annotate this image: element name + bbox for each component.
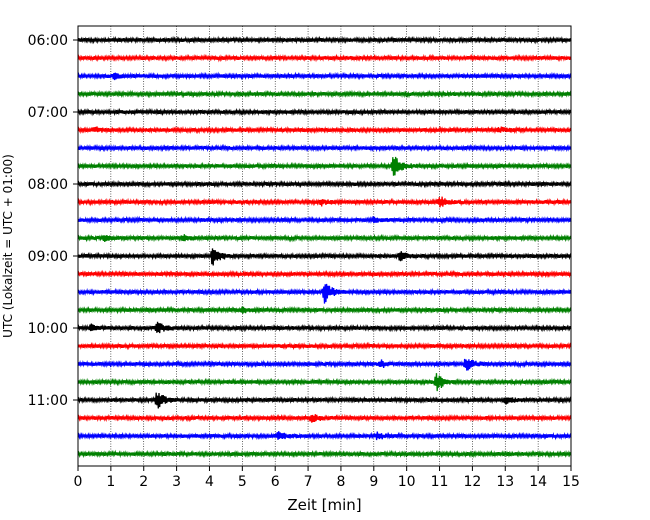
- trace-0830: [77, 215, 572, 225]
- trace-0700: [77, 107, 572, 117]
- x-tick-label: 4: [205, 474, 214, 490]
- x-tick-label: 13: [496, 474, 514, 490]
- x-tick-label: 12: [463, 474, 481, 490]
- x-tick-label: 7: [304, 474, 313, 490]
- x-tick-label: 10: [398, 474, 416, 490]
- trace-0845: [77, 233, 572, 243]
- trace-0900: [77, 248, 572, 266]
- trace-0630: [77, 71, 572, 81]
- y-tick-label: 10:00: [28, 321, 68, 337]
- x-tick-label: 5: [238, 474, 247, 490]
- x-tick-label: 11: [431, 474, 449, 490]
- x-axis-ticks: 0 1 2 3 4 5 6 7 8 9 10 11 12 13 14 15: [74, 466, 580, 490]
- x-tick-label: 8: [336, 474, 345, 490]
- x-tick-label: 9: [369, 474, 378, 490]
- x-tick-label: 0: [74, 474, 83, 490]
- trace-1000: [77, 321, 572, 334]
- trace-1145: [77, 449, 572, 459]
- trace-0800: [77, 179, 572, 189]
- trace-0600: [77, 35, 572, 45]
- y-tick-label: 07:00: [28, 105, 68, 121]
- trace-0715: [77, 125, 572, 135]
- trace-0730: [77, 143, 572, 153]
- y-tick-label: 08:00: [28, 177, 68, 193]
- seismic-traces: [77, 35, 572, 459]
- trace-0945: [77, 305, 572, 315]
- x-tick-label: 6: [271, 474, 280, 490]
- trace-0645: [77, 89, 572, 99]
- trace-0930: [77, 283, 572, 304]
- x-tick-label: 1: [106, 474, 115, 490]
- trace-0745: [77, 156, 572, 176]
- trace-1115: [77, 413, 572, 423]
- trace-0615: [77, 53, 572, 63]
- y-tick-label: 06:00: [28, 33, 68, 49]
- trace-1030: [77, 358, 572, 371]
- y-tick-label: 09:00: [28, 249, 68, 265]
- x-tick-label: 15: [562, 474, 580, 490]
- trace-1100: [77, 392, 572, 409]
- y-tick-label: 11:00: [28, 393, 68, 409]
- plot-frame: [77, 25, 572, 467]
- trace-1130: [77, 431, 572, 441]
- trace-0915: [77, 269, 572, 279]
- y-axis-ticks: 06:00 07:00 08:00 09:00 10:00 11:00: [28, 33, 78, 409]
- x-tick-label: 2: [139, 474, 148, 490]
- x-tick-label: 14: [529, 474, 547, 490]
- x-tick-label: 3: [172, 474, 181, 490]
- vertical-grid: [110, 26, 539, 466]
- x-axis-label: Zeit [min]: [287, 496, 361, 514]
- trace-1015: [77, 341, 572, 351]
- y-axis-label: UTC (Lokalzeit = UTC + 01:00): [1, 154, 15, 338]
- trace-0815: [77, 196, 572, 208]
- trace-1045: [77, 373, 572, 392]
